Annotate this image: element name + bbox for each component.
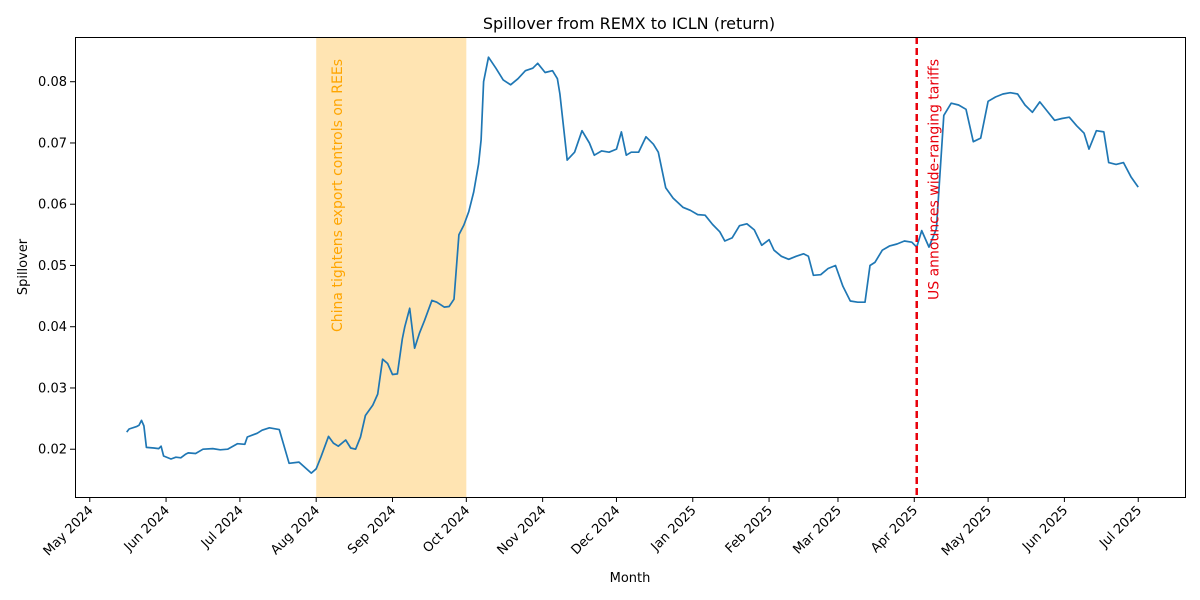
highlight-span xyxy=(316,37,467,497)
series-line xyxy=(126,56,1139,474)
x-tick-label: Aug 2024 xyxy=(268,503,323,558)
y-tick-label: 0.08 xyxy=(38,75,67,90)
vline-annotation-label: US announces wide-ranging tariffs xyxy=(927,59,943,300)
span-annotation-label: China tightens export controls on REEs xyxy=(330,59,346,332)
x-tick-label: Feb 2025 xyxy=(723,503,776,556)
x-tick-label: May 2024 xyxy=(41,503,97,559)
x-tick-label: Apr 2025 xyxy=(868,503,921,556)
chart-title: Spillover from REMX to ICLN (return) xyxy=(483,14,775,33)
plot-frame xyxy=(75,37,1186,498)
y-tick-label: 0.03 xyxy=(38,381,67,396)
x-tick-label: Mar 2025 xyxy=(791,503,845,557)
x-axis-label: Month xyxy=(610,571,651,586)
y-tick-label: 0.06 xyxy=(38,198,67,213)
y-tick-label: 0.07 xyxy=(38,136,67,151)
y-tick-label: 0.05 xyxy=(38,259,67,274)
x-tick-label: Nov 2024 xyxy=(495,503,550,558)
x-tick-label: Jan 2025 xyxy=(648,503,700,555)
y-axis-label: Spillover xyxy=(16,238,31,295)
x-tick-label: Jun 2025 xyxy=(1019,503,1071,555)
x-tick-label: Dec 2024 xyxy=(569,503,624,558)
x-tick-label: Jun 2024 xyxy=(121,503,173,555)
x-tick-label: Oct 2024 xyxy=(420,503,473,556)
y-tick-label: 0.04 xyxy=(38,320,67,335)
y-tick-label: 0.02 xyxy=(38,443,67,458)
x-tick-label: Jul 2024 xyxy=(198,503,247,552)
x-tick-label: Sep 2024 xyxy=(345,503,399,557)
x-tick-label: Jul 2025 xyxy=(1096,503,1145,552)
x-tick-label: May 2025 xyxy=(939,503,995,559)
